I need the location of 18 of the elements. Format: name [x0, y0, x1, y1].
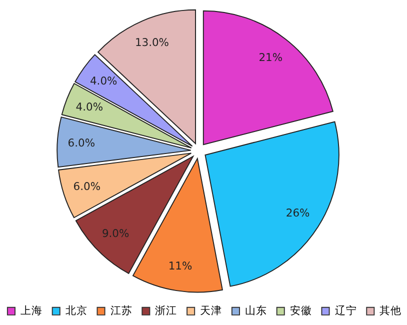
data-label: 4.0% — [76, 100, 104, 114]
legend-label: 天津 — [200, 304, 222, 318]
data-label: 9.0% — [102, 226, 130, 240]
data-label: 6.0% — [73, 180, 101, 194]
data-label: 11% — [168, 260, 192, 273]
data-label: 6.0% — [68, 136, 96, 150]
data-label: 13.0% — [134, 36, 170, 49]
legend-label: 江苏 — [110, 304, 132, 318]
legend-label: 辽宁 — [334, 304, 357, 318]
legend-label: 浙江 — [155, 304, 178, 318]
legend-label: 安徽 — [290, 304, 312, 318]
data-label: 4.0% — [90, 74, 118, 88]
legend-label: 上海 — [20, 304, 42, 318]
legend-label: 山东 — [244, 304, 267, 318]
data-label: 21% — [258, 50, 283, 64]
legend-label: 其他 — [380, 304, 402, 318]
legend-label: 北京 — [65, 304, 88, 318]
data-label: 26% — [286, 206, 310, 220]
